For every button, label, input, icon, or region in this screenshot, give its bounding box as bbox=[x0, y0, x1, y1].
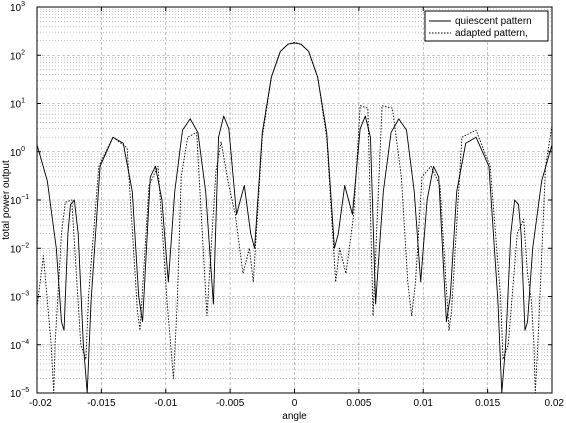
legend-box bbox=[424, 10, 549, 42]
grid bbox=[37, 7, 552, 393]
y-tick-label: 10−4 bbox=[10, 339, 29, 352]
legend: quiescent pattern adapted pattern, bbox=[424, 10, 549, 42]
x-axis-label: angle bbox=[282, 411, 307, 422]
x-tick-label: -0.01 bbox=[154, 398, 177, 409]
x-tick-label: 0 bbox=[292, 398, 298, 409]
x-tick-label: -0.015 bbox=[87, 398, 116, 409]
x-tick-label: -0.005 bbox=[216, 398, 245, 409]
y-tick-label: 100 bbox=[10, 146, 25, 159]
y-tick-label: 10−2 bbox=[10, 242, 29, 255]
x-tick-label: -0.02 bbox=[29, 398, 52, 409]
x-tick-label: 0.005 bbox=[346, 398, 371, 409]
series-line-adapted bbox=[36, 41, 553, 394]
x-axis-ticks: -0.02 -0.015 -0.01 -0.005 0 0.005 0.01 0.015 0.0… bbox=[29, 7, 564, 409]
legend-label-quiescent: quiescent pattern bbox=[455, 16, 532, 27]
y-tick-label: 10−3 bbox=[10, 291, 29, 304]
plot-lines bbox=[36, 41, 553, 394]
y-tick-label: 10−1 bbox=[10, 194, 29, 207]
y-axis-ticks: 10−5 10−4 10−3 10−2 10−1 100 101 102 103 bbox=[10, 1, 552, 400]
y-tick-label: 103 bbox=[10, 1, 25, 14]
y-axis-label: total power output bbox=[1, 160, 12, 240]
y-tick-label: 102 bbox=[10, 49, 25, 62]
legend-label-adapted: adapted pattern, bbox=[455, 28, 528, 39]
y-tick-label: 10−5 bbox=[10, 387, 29, 400]
y-tick-label: 101 bbox=[10, 98, 25, 111]
x-tick-label: 0.02 bbox=[545, 398, 565, 409]
x-tick-label: 0.01 bbox=[414, 398, 434, 409]
series-line-quiescent bbox=[36, 42, 553, 394]
x-tick-label: 0.015 bbox=[475, 398, 500, 409]
